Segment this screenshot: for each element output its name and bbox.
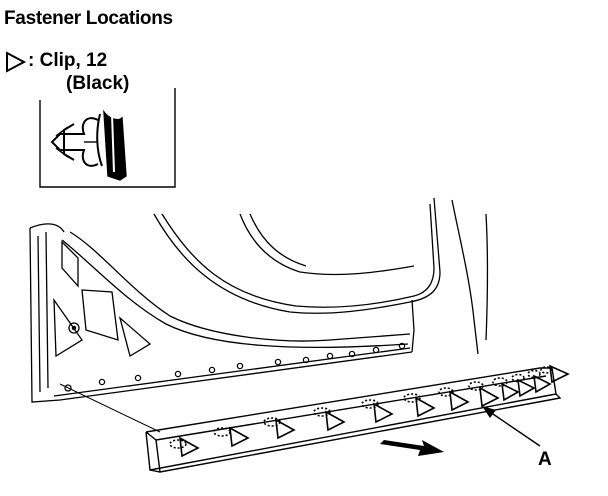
clip-marker-8	[468, 381, 500, 408]
diagram-title: Fastener Locations	[4, 8, 173, 29]
clip-marker-5	[361, 399, 394, 424]
direction-arrow	[380, 440, 444, 456]
clip-marker-6	[403, 393, 436, 418]
clip-marker-2	[213, 426, 250, 448]
clip-marker-12	[540, 364, 570, 384]
clip-marker-4	[313, 407, 346, 432]
clip-marker-7	[438, 387, 470, 412]
clip-triangle-icon	[6, 51, 27, 73]
clip-marker-11	[527, 369, 552, 394]
side-sill-molding	[145, 367, 562, 473]
legend-color-label: (Black)	[66, 73, 130, 94]
alignment-leader-line	[59, 383, 161, 433]
vehicle-body-side	[29, 197, 489, 403]
clip-marker-9	[492, 377, 520, 402]
legend-clip-label: : Clip, 12	[28, 50, 108, 71]
clip-marker-3	[263, 417, 296, 440]
callout-a-leader	[482, 406, 541, 447]
clip-detail-inset	[39, 88, 176, 188]
callout-label-a: A	[538, 449, 552, 470]
clip-marker-1	[169, 436, 200, 458]
clip-markers	[169, 364, 570, 458]
clip-marker-10	[511, 373, 536, 398]
